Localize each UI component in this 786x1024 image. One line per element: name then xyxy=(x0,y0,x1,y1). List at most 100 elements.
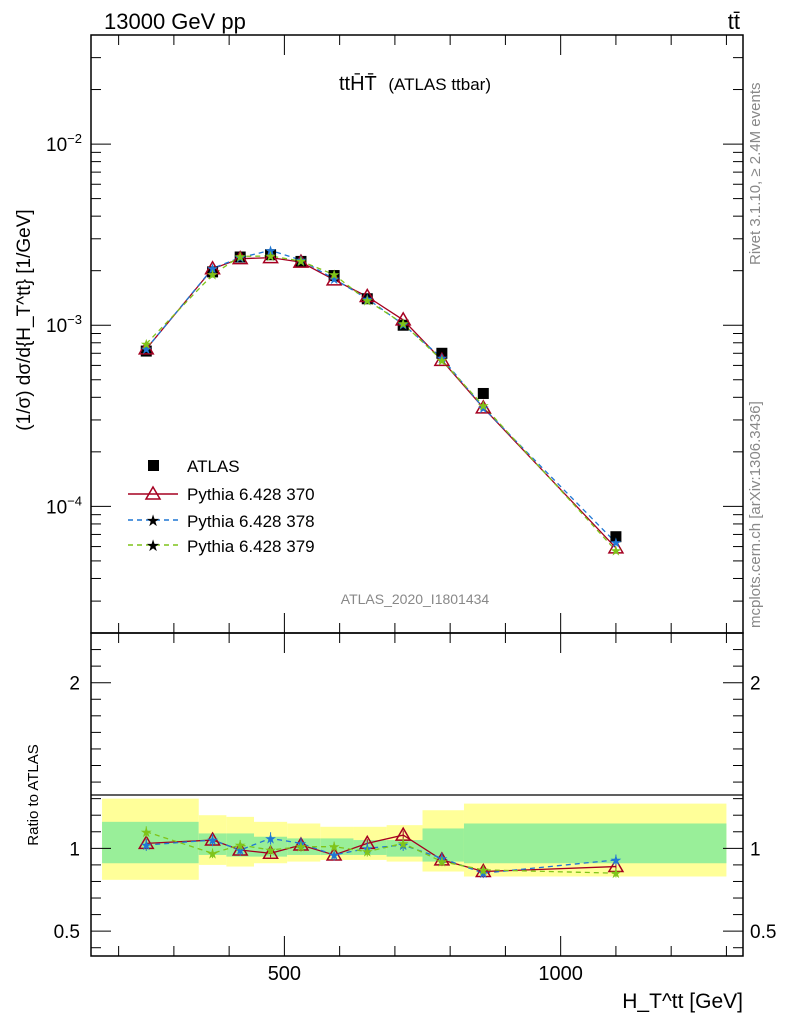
pythia-378-point: ★ xyxy=(328,271,341,287)
legend: ATLAS Pythia 6.428 370 ★ Pythia 6.428 37… xyxy=(128,457,315,556)
y-tick-label-right: 2 xyxy=(750,674,761,695)
y-tick-label-right: 1 xyxy=(750,839,761,860)
y-axis-label-bottom: Ratio to ATLAS xyxy=(25,744,42,845)
pythia-370-point xyxy=(358,288,376,303)
pythia-378-point: ★ xyxy=(397,316,410,332)
x-axis-label: H_T^tt [GeV] xyxy=(622,990,743,1013)
ratio-pythia-370-point xyxy=(262,844,279,860)
legend-p370-label: Pythia 6.428 370 xyxy=(187,485,315,504)
band-inner xyxy=(463,823,727,864)
x-tick-label: 1000 xyxy=(538,963,583,985)
pythia-378-point: ★ xyxy=(264,242,277,258)
y-tick-label: 1 xyxy=(69,839,80,860)
atlas-point xyxy=(234,251,246,263)
pythia-378-point: ★ xyxy=(477,400,490,416)
pythia-378-point: ★ xyxy=(436,350,449,366)
pythia-370-point xyxy=(292,253,310,268)
pythia-379-point: ★ xyxy=(436,352,449,368)
pythia-378-point: ★ xyxy=(206,260,219,276)
atlas-point xyxy=(207,266,219,278)
ratio-pythia-379-point: ★ xyxy=(361,844,374,860)
plot-title-sub: (ATLAS ttbar) xyxy=(388,75,491,94)
y-tick-label: 2 xyxy=(69,674,80,695)
pythia-370-point xyxy=(474,399,492,414)
ratio-pythia-378-line xyxy=(146,837,616,874)
pythia-370-line xyxy=(145,257,617,549)
pythia-379-point: ★ xyxy=(397,316,410,332)
pythia-370-point xyxy=(433,351,451,367)
pythia-379-point: ★ xyxy=(328,267,341,283)
atlas-point xyxy=(265,249,277,261)
ratio-pythia-379-point: ★ xyxy=(295,839,308,855)
header-right-label: tt̄ xyxy=(728,9,740,34)
pythia-370-point xyxy=(204,260,221,275)
pythia-378-point: ★ xyxy=(234,250,247,266)
ratio-pythia-378-point: ★ xyxy=(328,847,341,863)
y-tick-exponent: −4 xyxy=(67,493,82,508)
pythia-370-point xyxy=(262,249,279,264)
band-inner xyxy=(386,840,423,857)
legend-p378-marker: ★ xyxy=(146,513,160,530)
legend-p370-marker xyxy=(144,485,162,500)
ratio-panel-ticks: 0.5 0.5 1 1 2 2 xyxy=(54,632,776,956)
ratio-panel-frame xyxy=(90,632,744,957)
header-left-label: 13000 GeV pp xyxy=(104,9,246,34)
pythia-379-point: ★ xyxy=(234,248,247,264)
ratio-pythia-378-point: ★ xyxy=(140,837,153,853)
x-tick-label: 500 xyxy=(268,963,301,985)
x-axis-tick-labels: 500 1000 xyxy=(268,963,583,985)
pythia-379-point: ★ xyxy=(140,336,153,352)
ratio-pythia-378-point: ★ xyxy=(206,832,219,848)
ratio-pythia-379-point: ★ xyxy=(234,837,247,853)
ratio-panel-markers: ★ ★★★ ★★ ★ ★★★★★★★ ★ ★ ★ ★★★★ ★ xyxy=(137,824,625,881)
pythia-379-point: ★ xyxy=(295,253,308,269)
pythia-379-point: ★ xyxy=(477,398,490,414)
ratio-pythia-379-point: ★ xyxy=(206,845,219,861)
pythia-379-point: ★ xyxy=(264,248,277,264)
ratio-pythia-379-point: ★ xyxy=(477,862,490,878)
pythia-370-point xyxy=(325,271,343,286)
pythia-370-point xyxy=(394,311,412,326)
ratio-pythia-379-point: ★ xyxy=(610,865,623,881)
mcplots-reference-label: mcplots.cern.ch [arXiv:1306.3436] xyxy=(747,401,764,628)
atlas-point xyxy=(295,255,307,267)
y-tick-label: 10−2 xyxy=(46,131,82,156)
pythia-379-point: ★ xyxy=(361,292,374,308)
atlas-point xyxy=(477,387,489,399)
analysis-watermark: ATLAS_2020_I1801434 xyxy=(341,591,490,607)
ratio-pythia-379-point: ★ xyxy=(140,824,153,840)
atlas-point xyxy=(610,531,622,543)
pythia-378-point: ★ xyxy=(361,291,374,307)
ratio-pythia-379-point: ★ xyxy=(328,839,341,855)
legend-p378-label: Pythia 6.428 378 xyxy=(187,512,315,531)
band-inner xyxy=(353,840,387,855)
y-tick-label-right: 0.5 xyxy=(750,922,776,943)
y-tick-label: 10−4 xyxy=(46,493,82,518)
rivet-version-label: Rivet 3.1.10, ≥ 2.4M events xyxy=(747,83,764,266)
atlas-point xyxy=(361,293,373,305)
pythia-379-point: ★ xyxy=(206,267,219,283)
atlas-point xyxy=(328,270,340,282)
plot-title: ttH̄T̄ (ATLAS ttbar) xyxy=(339,72,491,95)
y-axis-label-top: (1/σ) dσ/d{H_T^tt} [1/GeV] xyxy=(14,209,35,430)
legend-atlas-label: ATLAS xyxy=(187,457,240,476)
legend-p379-label: Pythia 6.428 379 xyxy=(187,537,315,556)
pythia-370-point xyxy=(231,250,249,265)
legend-atlas-marker xyxy=(148,460,159,471)
y-tick-exponent: −3 xyxy=(67,312,82,327)
pythia-379-line xyxy=(145,255,617,552)
y-tick-exponent: −2 xyxy=(67,131,82,146)
pythia-370-point xyxy=(607,539,625,554)
pythia-370-point xyxy=(137,340,155,355)
ratio-pythia-379-point: ★ xyxy=(436,854,449,870)
atlas-point xyxy=(140,345,152,357)
main-panel-lines xyxy=(145,249,617,552)
y-tick-label: 10−3 xyxy=(46,312,82,337)
y-tick-label: 0.5 xyxy=(54,922,80,943)
pythia-378-point: ★ xyxy=(295,252,308,268)
ratio-pythia-378-point: ★ xyxy=(610,852,623,868)
pythia-378-point: ★ xyxy=(140,341,153,357)
pythia-378-point: ★ xyxy=(610,535,623,551)
